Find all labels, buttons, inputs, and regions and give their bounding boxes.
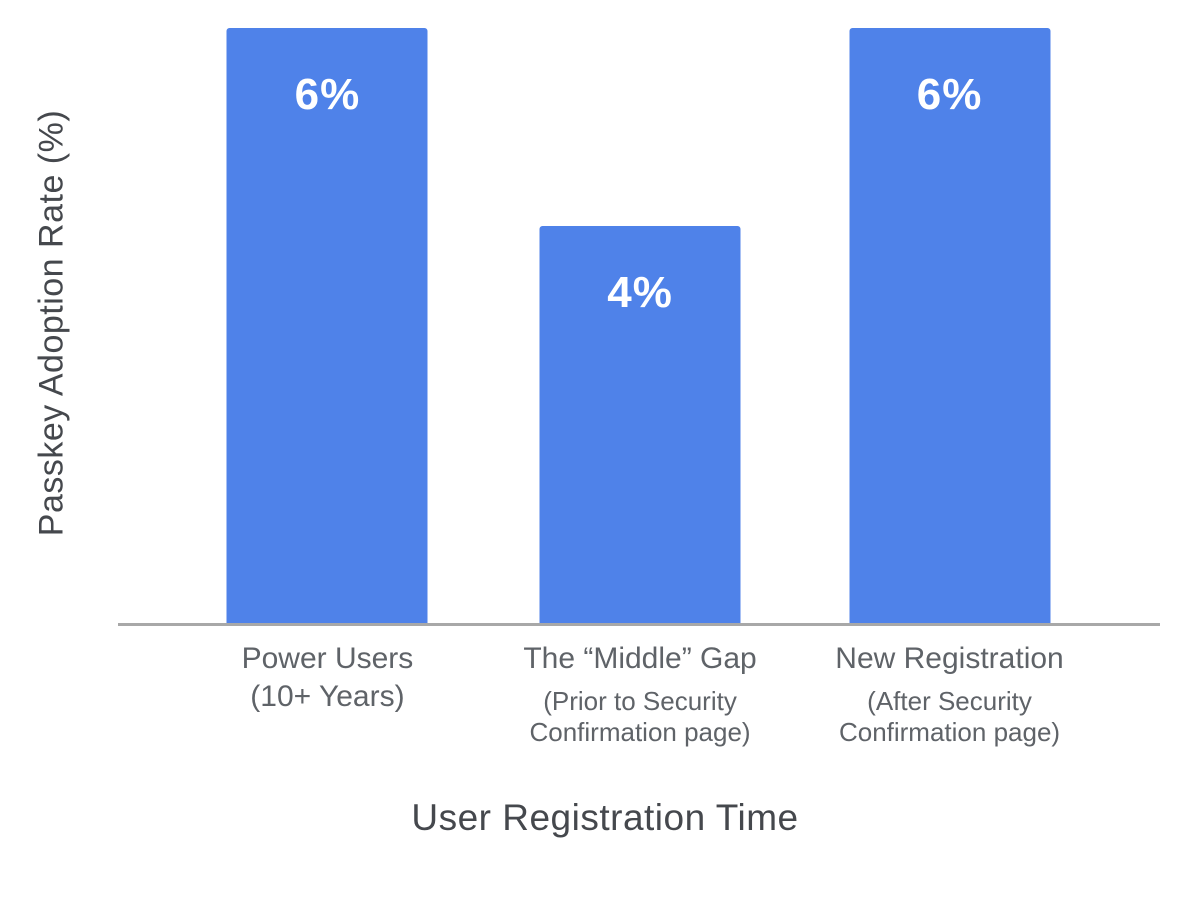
x-tick-label: New Registration <box>835 642 1064 675</box>
x-tick-1: The “Middle” Gap (Prior to Security Confi… <box>500 641 780 747</box>
x-tick-label: Power Users <box>241 642 414 675</box>
x-axis-ticks: Power Users (10+ Years) The “Middle” Gap (P… <box>0 641 1198 761</box>
bar-2: 6% <box>849 28 1051 623</box>
x-tick-label: The “Middle” Gap <box>523 642 757 675</box>
bar-value-label: 6% <box>916 70 983 119</box>
x-tick-sublabel: (10+ Years) <box>250 680 405 713</box>
bar-value-label: 4% <box>607 268 673 318</box>
bar-1: 4% <box>539 226 741 623</box>
x-tick-2: New Registration (After Security Confirma… <box>810 641 1090 747</box>
y-axis-label: Passkey Adoption Rate (%) <box>32 109 71 537</box>
x-axis-label: User Registration Time <box>411 797 799 838</box>
x-tick-sublabel: (Prior to Security Confirmation page) <box>529 686 751 747</box>
plot-area: 6% 4% 6% <box>118 28 1160 626</box>
bar-value-label: 6% <box>294 70 361 119</box>
x-tick-0: Power Users (10+ Years) <box>187 641 467 715</box>
bar-0: 6% <box>226 28 428 623</box>
x-tick-sublabel: (After Security Confirmation page) <box>838 686 1061 747</box>
